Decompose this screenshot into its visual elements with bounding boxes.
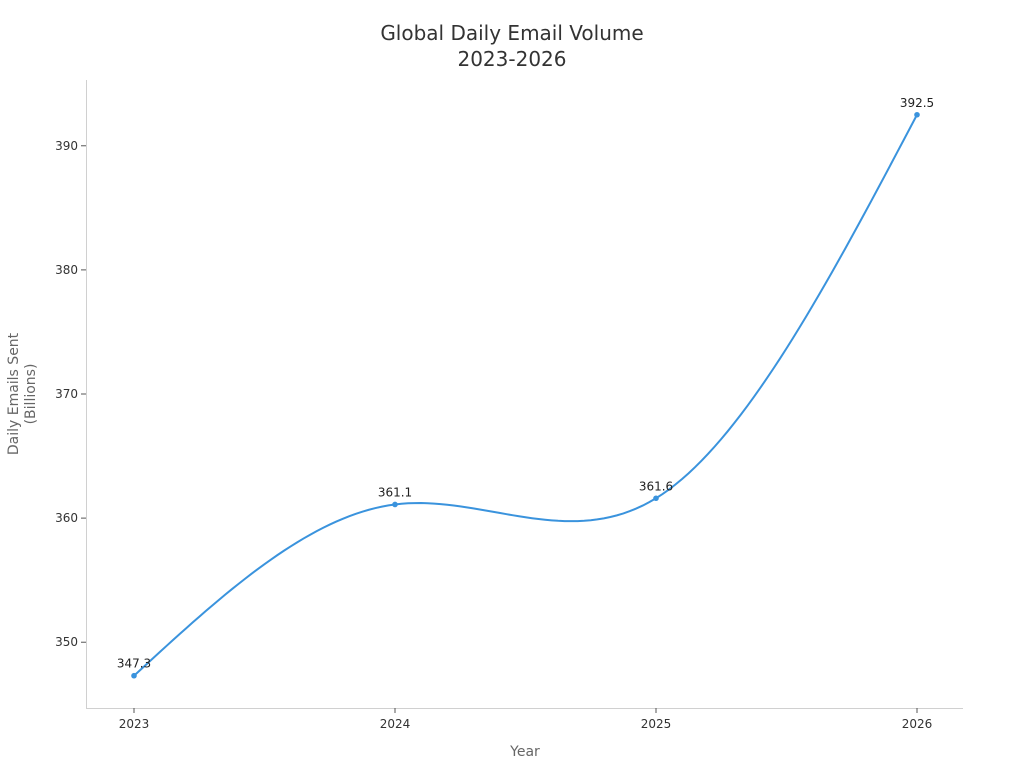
y-tick-label: 350: [55, 635, 78, 649]
y-axis-title-line-1: Daily Emails Sent: [6, 332, 22, 455]
data-labels: 347.3 361.1 361.6 392.5: [117, 96, 934, 671]
y-axis-title: Daily Emails Sent (Billions): [6, 332, 39, 455]
data-point-2023[interactable]: [131, 672, 137, 679]
x-tick-label: 2025: [641, 717, 672, 731]
chart-title-line-2: 2023-2026: [457, 47, 566, 71]
x-tick-label: 2023: [119, 717, 150, 731]
series-layer: [133, 114, 918, 677]
data-label-2024: 361.1: [378, 485, 412, 499]
data-point-2025[interactable]: [653, 495, 659, 502]
data-point-2026[interactable]: [914, 111, 920, 118]
series-line: [133, 114, 918, 677]
y-tick-label: 370: [55, 387, 78, 401]
y-tick-label: 390: [55, 139, 78, 153]
chart-title-line-1: Global Daily Email Volume: [380, 21, 643, 45]
data-label-2026: 392.5: [900, 96, 934, 110]
data-points: [131, 111, 920, 679]
x-tick-label: 2024: [380, 717, 411, 731]
x-axis-title: Year: [509, 744, 540, 760]
data-point-2024[interactable]: [392, 501, 398, 508]
y-axis-ticks: 350 360 370 380 390: [55, 139, 86, 649]
y-tick-label: 380: [55, 263, 78, 277]
x-tick-label: 2026: [902, 717, 933, 731]
data-label-2023: 347.3: [117, 657, 151, 671]
data-label-2025: 361.6: [639, 479, 673, 493]
chart-title: Global Daily Email Volume 2023-2026: [380, 21, 643, 71]
y-axis-title-line-2: (Billions): [23, 364, 39, 425]
y-tick-label: 360: [55, 511, 78, 525]
x-axis-ticks: 2023 2024 2025 2026: [119, 708, 933, 731]
